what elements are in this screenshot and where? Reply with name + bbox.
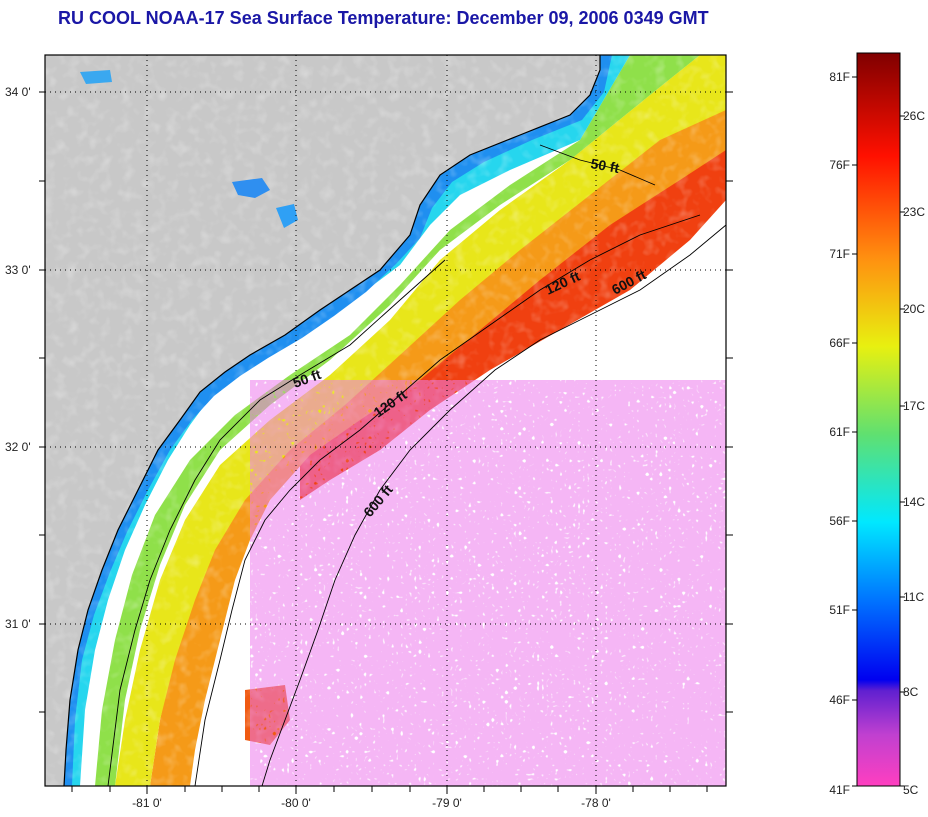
frame-ticks [39,91,733,794]
lat-tick-label: 32 0' [5,440,31,454]
colorbar-f-label: 66F [829,336,850,350]
map-frame [44,54,727,787]
graticule [45,55,726,786]
colorbar-c-label: 8C [903,685,919,699]
colorbar-c-label: 17C [903,399,925,413]
colorbar-f-label: 81F [829,70,850,84]
lat-tick-label: 33 0' [5,263,31,277]
coastline [63,55,601,786]
lon-tick-label: -80 0' [281,796,311,810]
colorbar-f-label: 56F [829,514,850,528]
colorbar-f-label: 41F [829,783,850,797]
inland-lake-2 [276,204,298,228]
isobath-50ft-line-south [107,259,446,786]
colorbar-c-label: 11C [903,590,924,604]
inland-lake-3 [80,70,112,84]
lat-tick-label: 31 0' [5,617,31,631]
colorbar-c-label: 14C [903,495,925,509]
colorbar-f-label: 51F [829,603,850,617]
colorbar-c-label: 23C [903,205,925,219]
colorbar-f-label: 76F [829,158,850,172]
contour-label: 50 ft [589,155,620,176]
isobath-120ft-line [194,214,701,786]
lon-tick-label: -81 0' [132,796,162,810]
colorbar-gradient [856,52,901,787]
colorbar-c-label: 26C [903,109,925,123]
isobath-50ft-line [539,144,656,186]
lat-tick-label: 34 0' [5,85,31,99]
lon-tick-label: -79 0' [432,796,462,810]
lon-tick-label: -78 0' [581,796,611,810]
colorbar-f-label: 71F [829,247,850,261]
colorbar-f-label: 61F [829,425,850,439]
cloud-speckle [250,380,726,786]
colorbar-c-label: 20C [903,302,925,316]
inland-lake-1 [232,178,270,198]
colorbar: 81F 76F 71F 66F 61F 56F 51F 46F 41F 26C … [829,52,925,797]
colorbar-c-label: 5C [903,783,919,797]
colorbar-ticks [852,76,905,787]
map-title: RU COOL NOAA-17 Sea Surface Temperature:… [58,8,709,28]
colorbar-f-label: 46F [829,693,850,707]
isobath-600ft-line [261,224,726,786]
